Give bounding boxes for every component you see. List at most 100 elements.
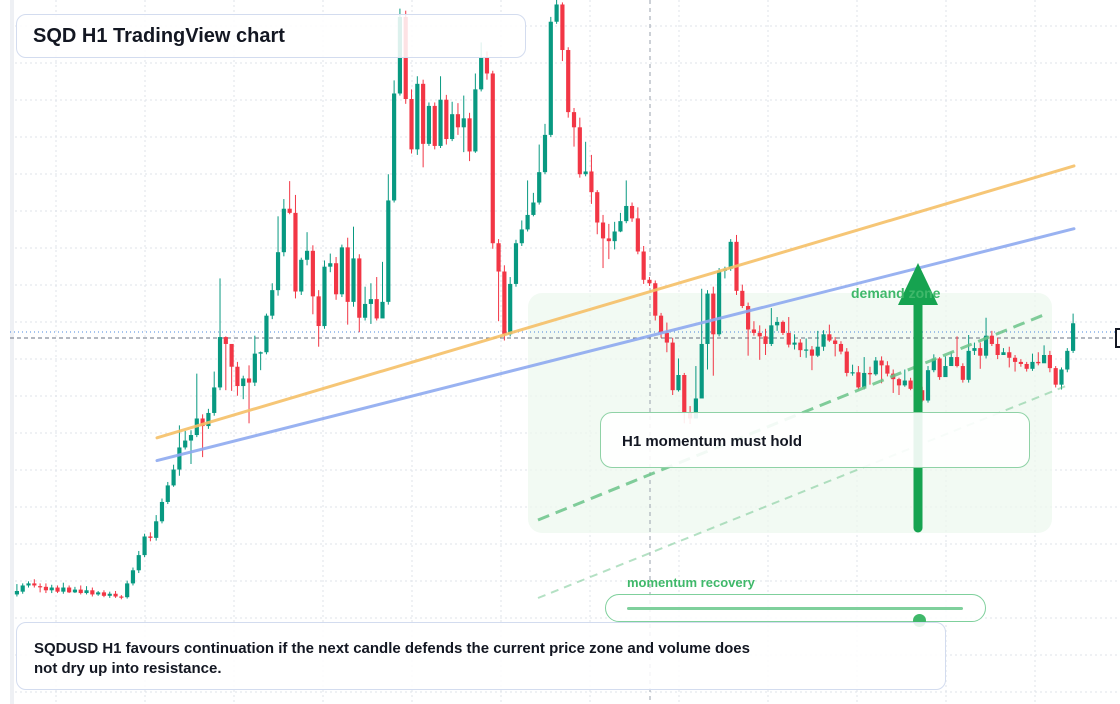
candle-body [850, 372, 855, 374]
candle-body [867, 372, 873, 375]
candle-body [937, 358, 942, 378]
candle [339, 244, 344, 298]
candle [229, 343, 234, 391]
candle-body [96, 592, 101, 595]
candle-body [757, 332, 762, 337]
candle-body [978, 348, 983, 356]
candle [55, 585, 60, 594]
candle-body [717, 270, 722, 335]
candle [1024, 361, 1029, 372]
candle-body [821, 334, 826, 347]
candle [629, 202, 635, 222]
candle [293, 194, 298, 299]
candle-body [560, 4, 565, 51]
candle-body [252, 353, 257, 383]
candle-body [287, 208, 292, 213]
candle [119, 595, 124, 600]
candle-body [281, 208, 286, 253]
candle [1041, 345, 1047, 364]
candle [502, 265, 507, 341]
candle [287, 181, 292, 215]
candle [693, 366, 698, 419]
candle-body [49, 587, 54, 591]
trend-line [155, 227, 1076, 463]
candle-body [844, 351, 849, 373]
candle-body [415, 83, 420, 150]
candle-body [438, 99, 443, 146]
candle-body [531, 202, 536, 215]
candle [600, 214, 606, 269]
candle [159, 498, 165, 524]
momentum-callout-text: H1 momentum must hold [622, 433, 803, 450]
candle [241, 375, 246, 400]
candle-body [1012, 357, 1018, 362]
candle-body [548, 21, 553, 135]
candle [780, 320, 786, 335]
candle [345, 237, 350, 325]
candle [1012, 355, 1018, 372]
candle-body [931, 358, 936, 371]
candle [380, 261, 385, 319]
candle [612, 221, 617, 250]
candle-body [908, 380, 913, 389]
candle-body [293, 212, 298, 292]
candle [177, 425, 182, 476]
momentum-recovery-slider[interactable] [605, 594, 986, 627]
candle-body [896, 379, 902, 386]
candle-body [925, 370, 931, 401]
candle-body [989, 335, 994, 344]
candle-body [333, 263, 339, 295]
candle [589, 154, 594, 204]
candle-body [1007, 352, 1012, 358]
momentum-recovery-track [627, 607, 963, 627]
candle [386, 174, 391, 305]
candle-body [322, 266, 327, 327]
candle-body [995, 343, 1000, 355]
candle [299, 257, 304, 295]
candle [142, 533, 147, 558]
candle-body [55, 587, 60, 592]
candle [461, 95, 466, 153]
momentum-arrow-head [898, 263, 938, 305]
candle [90, 587, 95, 597]
candle [908, 377, 913, 391]
candle-body [165, 485, 170, 502]
candle [508, 277, 513, 337]
candle [235, 361, 240, 396]
candle-body [328, 263, 333, 267]
candle [931, 354, 936, 373]
candle-body [583, 171, 588, 175]
candle [14, 584, 19, 597]
candle-body [1024, 363, 1029, 369]
candle-body [502, 271, 507, 335]
candle [925, 366, 931, 403]
analysis-note-card: SQDUSD H1 favours continuation if the ne… [16, 622, 946, 690]
momentum-recovery-label: momentum recovery [627, 575, 755, 590]
candle-body [258, 352, 263, 354]
candle [606, 223, 611, 260]
candle [246, 365, 252, 424]
candle [960, 363, 965, 383]
candle-body [635, 218, 640, 252]
candle [61, 582, 66, 594]
candle-body [299, 259, 304, 292]
chart-title: SQD H1 TradingView chart [33, 25, 285, 47]
candle-body [1065, 350, 1070, 370]
candle [519, 220, 524, 246]
candle-body [769, 325, 774, 344]
candle [1059, 367, 1064, 390]
candle-body [32, 583, 37, 586]
candle [972, 342, 977, 355]
candle [653, 280, 658, 321]
candle [1071, 313, 1076, 353]
candle [740, 284, 745, 309]
candle-body [101, 592, 107, 596]
candle [978, 342, 983, 369]
candle [560, 2, 565, 62]
candle-body [792, 342, 797, 345]
candle-body [119, 596, 124, 598]
candle-body [508, 283, 513, 335]
candle [873, 357, 878, 376]
candle-body [351, 258, 356, 302]
candle-body [1030, 361, 1035, 369]
